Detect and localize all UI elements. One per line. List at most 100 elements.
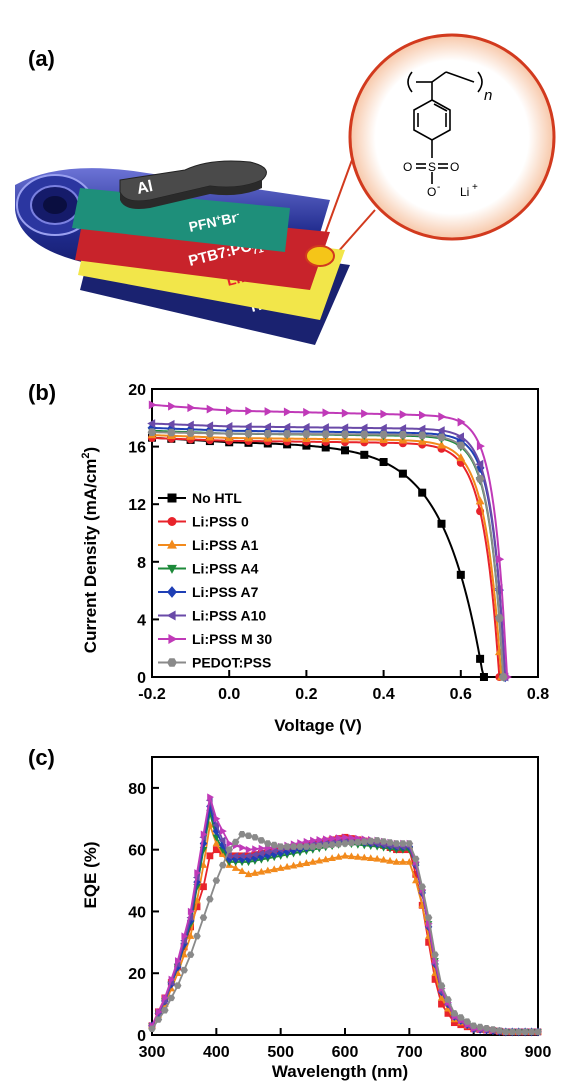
jv-xtick-label: 0.0 [218,686,240,703]
eqe-point [392,840,401,847]
eqe-point [200,830,208,838]
jv-point [303,407,312,417]
jv-point [264,407,273,416]
eqe-point [334,853,343,860]
molecule-n: n [484,87,492,104]
jv-point [148,400,157,410]
eqe-point [251,834,259,841]
eqe-point [231,852,239,860]
jv-point [224,422,233,431]
eqe-ytick-label: 60 [128,843,146,860]
jv-point [263,430,273,438]
eqe-point [244,870,253,878]
jv-point [244,429,253,438]
eqe-point [231,854,240,864]
jv-point [476,654,485,663]
eqe-xtick-label: 900 [525,1044,552,1061]
legend-marker [167,564,177,574]
jv-point [340,423,349,433]
eqe-point [534,1028,542,1036]
eqe-point [167,994,176,1002]
jv-point [301,422,310,432]
eqe-point [264,850,272,860]
eqe-point [283,843,291,850]
eqe-point [412,855,420,863]
jv-point [147,422,157,434]
eqe-point [386,839,394,846]
eqe-point [238,867,246,875]
eqe-chart: 300 400 500 600 700 800 900 0 20 40 60 80 EQE (%) W… [81,756,552,1081]
molecule-li-plus: + [472,182,478,193]
jv-point [398,430,408,439]
eqe-point [469,1022,478,1029]
eqe-point [316,836,324,844]
eqe-point [218,836,226,845]
eqe-point [244,854,253,864]
eqe-point [412,870,420,878]
eqe-point [289,861,298,869]
eqe-ytick-label: 40 [128,904,146,921]
jv-xtick-label: 0.4 [372,686,394,703]
legend-marker [167,493,177,503]
eqe-point [425,938,433,946]
eqe-point [206,895,214,903]
jv-point [498,673,508,681]
eqe-point [252,845,260,853]
eqe-point [289,843,298,850]
jv-point [359,430,369,439]
legend-label: Li:PSS M 30 [192,631,272,647]
eqe-point [502,1028,510,1036]
eqe-point [379,838,388,845]
jv-point [438,412,447,422]
eqe-point [251,853,259,863]
pfn-label: PFN+Br- [187,209,241,235]
eqe-point [412,876,420,884]
eqe-point [315,856,324,864]
jv-point [283,407,292,417]
eqe-point [476,1023,484,1031]
eqe-point [180,966,188,974]
eqe-point [310,836,317,845]
eqe-point [257,849,265,858]
jv-point [475,459,484,469]
eqe-plot-area: 300 400 500 600 700 800 900 0 20 40 60 80 [128,756,552,1061]
eqe-point [360,853,369,861]
eqe-point [200,883,207,891]
eqe-point [341,851,349,859]
eqe-point [238,854,246,864]
eqe-xtick-label: 800 [460,1044,487,1061]
jv-ytick-label: 12 [128,497,146,514]
eqe-point [148,1025,156,1033]
eqe-point [193,932,201,940]
eqe-point [212,821,220,829]
eqe-point [199,914,208,921]
eqe-point [263,848,271,856]
legend-marker [168,634,178,644]
jv-ytick-label: 0 [137,670,146,687]
eqe-point [244,832,253,840]
eqe-point [328,841,336,848]
eqe-point [508,1028,517,1036]
jv-point [361,409,370,419]
eqe-point [219,861,227,869]
eqe-point [213,815,221,823]
jv-point [341,408,350,418]
jv-point [147,419,156,428]
eqe-point [482,1024,491,1032]
jv-point [456,432,464,442]
eqe-point [258,844,266,853]
jv-point [243,422,252,432]
jv-point [475,475,485,483]
eqe-point [527,1028,536,1036]
eqe-xtick-label: 600 [332,1044,359,1061]
device-schematic: n O S O O - Li + ITO Li:PSS PTB7:PC71BM … [15,33,556,345]
eqe-point [463,1018,471,1025]
legend-label: PEDOT:PSS [192,655,271,671]
jv-point [245,406,254,416]
eqe-point [270,865,278,873]
eqe-point [309,857,317,865]
jv-point [302,430,311,438]
jv-point [340,430,350,439]
eqe-point [173,982,182,989]
eqe-point [437,993,446,1001]
